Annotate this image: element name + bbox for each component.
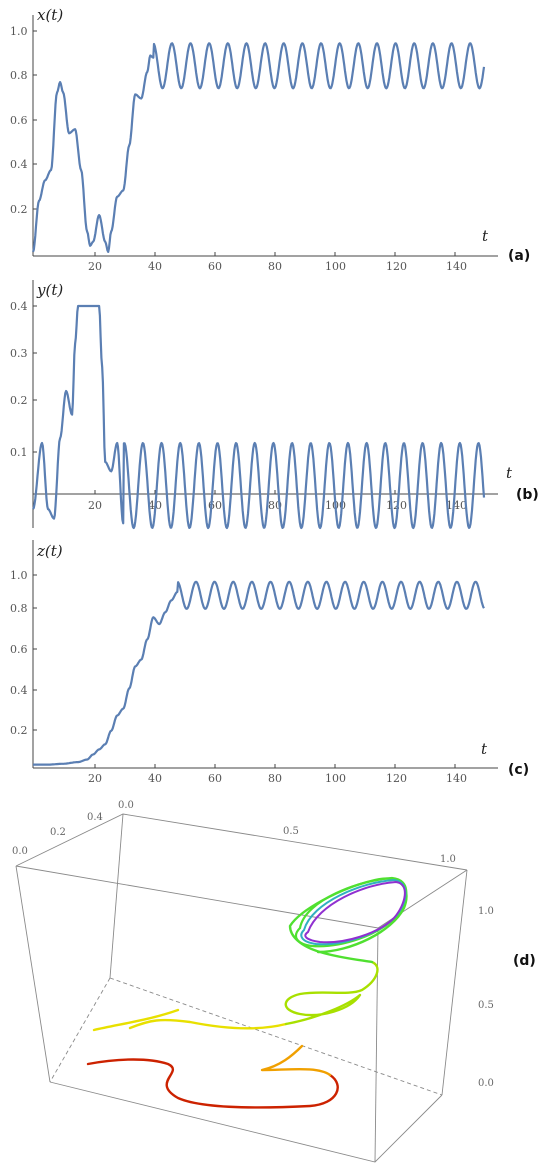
panel-label: (b)	[516, 487, 539, 503]
x-tick-label: 20	[88, 499, 102, 512]
panel-b: 0.1 0.2 0.3 0.4 20 40 60 80 100 120 140 …	[10, 280, 539, 530]
tick-label: 0.5	[478, 1000, 494, 1011]
axis-ticks-3d: 0.0 0.2 0.4 0.0 0.5 1.0 1.0 0.5 0.0	[12, 800, 494, 1089]
trajectory-segment-orange	[260, 1044, 332, 1077]
trajectory-limit-cycle-violet	[304, 881, 406, 944]
y-ticks: 0.2 0.4 0.6 0.8 1.0	[10, 569, 37, 737]
x-axis-label: t	[481, 740, 488, 758]
y-tick-label: 0.2	[10, 203, 28, 216]
panel-a: 0.2 0.4 0.6 0.8 1.0 20 40 60 80 100 120 …	[10, 6, 530, 273]
x-axis-label: t	[506, 464, 513, 482]
series-line	[32, 580, 485, 766]
y-tick-label: 0.6	[10, 114, 28, 127]
x-tick-label: 20	[88, 772, 102, 785]
y-tick-label: 0.4	[10, 300, 28, 313]
tick-label: 0.0	[12, 846, 28, 857]
box-edge	[441, 869, 468, 1096]
x-tick-label: 100	[325, 260, 346, 273]
tick-label: 1.0	[478, 906, 494, 917]
box-edge	[15, 865, 468, 929]
tick-label: 1.0	[440, 854, 456, 865]
series-line	[31, 42, 486, 253]
x-tick-label: 60	[208, 260, 222, 273]
x-tick-label: 80	[268, 260, 282, 273]
x-tick-label: 140	[446, 499, 467, 512]
panel-label: (a)	[508, 248, 530, 264]
box-edge	[15, 865, 51, 1083]
x-tick-label: 40	[148, 260, 162, 273]
x-tick-label: 120	[386, 260, 407, 273]
y-tick-label: 0.6	[10, 643, 28, 656]
y-tick-label: 0.8	[10, 69, 28, 82]
y-axis-label: y(t)	[36, 281, 63, 299]
panel-label: (d)	[513, 953, 536, 969]
panel-label: (c)	[508, 762, 529, 778]
y-tick-label: 0.2	[10, 724, 28, 737]
tick-label: 0.2	[50, 827, 66, 838]
tick-label: 0.4	[87, 812, 103, 823]
x-axis-label: t	[482, 227, 489, 245]
y-ticks: 0.1 0.2 0.3 0.4	[10, 300, 37, 459]
x-tick-label: 120	[386, 772, 407, 785]
tick-label: 0.5	[283, 826, 299, 837]
box-edge-hidden	[109, 977, 443, 1096]
x-tick-label: 20	[88, 260, 102, 273]
box-edge	[15, 813, 468, 871]
x-tick-label: 60	[208, 772, 222, 785]
box-edge-hidden	[49, 977, 111, 1083]
y-axis-label: x(t)	[37, 6, 63, 24]
tick-label: 0.0	[118, 800, 134, 811]
trajectory-segment-lime	[284, 960, 379, 1026]
y-tick-label: 0.1	[10, 446, 28, 459]
y-tick-label: 1.0	[10, 569, 28, 582]
trajectory-segment-yellow	[92, 1008, 288, 1032]
y-tick-label: 0.4	[10, 684, 28, 697]
y-tick-label: 0.8	[10, 602, 28, 615]
x-tick-label: 40	[148, 772, 162, 785]
x-tick-label: 100	[325, 772, 346, 785]
x-ticks: 20 40 60 80 100 120 140	[88, 252, 467, 273]
panel-d: 0.0 0.2 0.4 0.0 0.5 1.0 1.0 0.5 0.0 (d)	[12, 800, 536, 1163]
x-tick-label: 140	[446, 772, 467, 785]
tick-label: 0.0	[478, 1078, 494, 1089]
plot-box	[15, 813, 468, 1163]
x-ticks: 20 40 60 80 100 120 140	[88, 764, 467, 785]
x-tick-label: 140	[446, 260, 467, 273]
y-tick-label: 0.3	[10, 347, 28, 360]
box-edge	[49, 1081, 443, 1163]
trajectory-limit-cycle-cyan	[300, 879, 407, 946]
x-tick-label: 80	[268, 772, 282, 785]
series-line	[32, 304, 486, 530]
y-tick-label: 0.2	[10, 394, 28, 407]
y-tick-label: 1.0	[10, 25, 28, 38]
trajectory-segment-red	[86, 1058, 339, 1109]
panel-c: 0.2 0.4 0.6 0.8 1.0 20 40 60 80 100 120 …	[10, 540, 529, 785]
y-tick-label: 0.4	[10, 158, 28, 171]
y-axis-label: z(t)	[36, 542, 63, 560]
box-edge	[109, 813, 124, 979]
trajectory-3d	[86, 876, 408, 1109]
y-ticks: 0.2 0.4 0.6 0.8 1.0	[10, 25, 37, 216]
